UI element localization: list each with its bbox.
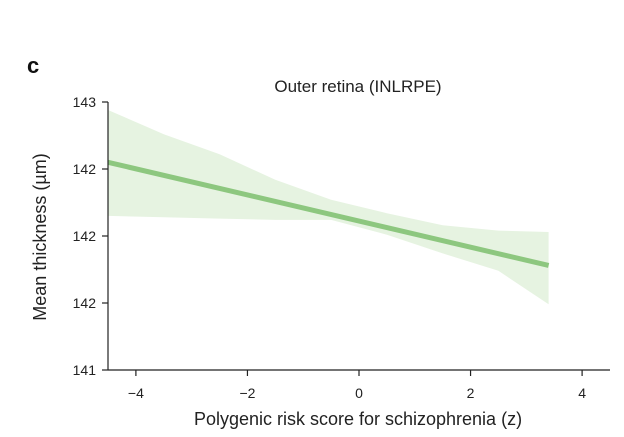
x-tick-label: 2 [467, 385, 475, 401]
panel-label: c [27, 53, 39, 78]
x-axis-ticks: −4 −2 0 2 4 [128, 370, 586, 401]
plot-area [107, 110, 550, 305]
x-tick-label: 4 [578, 385, 586, 401]
confidence-band [108, 110, 549, 305]
y-tick-label: 141 [73, 362, 97, 378]
x-tick-label: −2 [239, 385, 255, 401]
x-axis-label: Polygenic risk score for schizophrenia (… [194, 409, 522, 429]
y-tick-label: 143 [73, 94, 97, 110]
y-axis-ticks: 141 142 142 142 143 [73, 94, 108, 378]
series-line [107, 159, 550, 268]
y-tick-label: 142 [73, 228, 97, 244]
chart-title: Outer retina (INLRPE) [274, 77, 441, 96]
x-tick-label: 0 [355, 385, 363, 401]
y-tick-label: 142 [73, 295, 97, 311]
y-tick-label: 142 [73, 161, 97, 177]
axes: −4 −2 0 2 4 141 142 142 142 143 [73, 94, 610, 401]
x-tick-label: −4 [128, 385, 144, 401]
y-axis-label: Mean thickness (µm) [30, 153, 50, 320]
